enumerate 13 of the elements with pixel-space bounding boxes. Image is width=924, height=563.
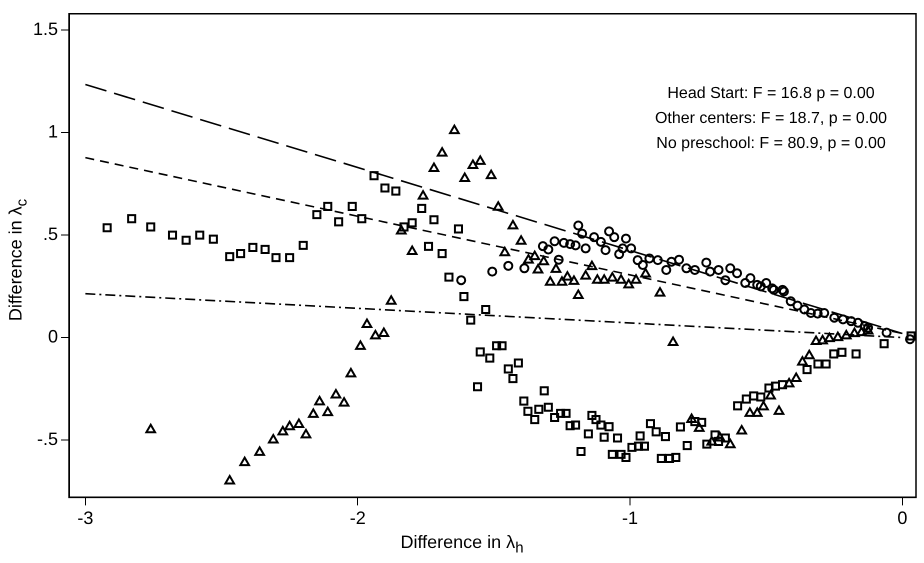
x-tick-label: -1 xyxy=(622,508,638,528)
y-tick-label: 1.5 xyxy=(32,19,58,40)
y-tick-label: -.5 xyxy=(37,428,58,449)
x-tick-label: 0 xyxy=(897,508,908,528)
x-tick-label: -2 xyxy=(350,508,366,528)
x-axis-title: Difference in λ$_{h}$ xyxy=(399,532,525,557)
annotation: Other centers: F = 18.7, p = 0.00 xyxy=(654,110,888,128)
annotation: Head Start: F = 16.8 p = 0.00 xyxy=(667,85,875,102)
annotation: No preschool: F = 80.9, p = 0.00 xyxy=(656,135,886,152)
y-tick-label: .5 xyxy=(43,224,58,244)
y-tick-label: 0 xyxy=(48,326,58,347)
y-tick-label: 1 xyxy=(48,122,58,142)
x-tick-label: -3 xyxy=(77,508,94,528)
